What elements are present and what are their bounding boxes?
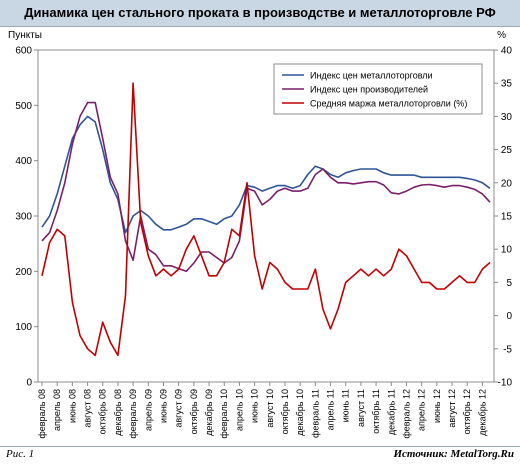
x-tick-label: октябрь 12 [462, 389, 472, 434]
legend-box [273, 63, 483, 115]
right-tick-label: -10 [498, 378, 513, 389]
x-tick-label: апрель 09 [143, 389, 153, 431]
x-tick-label: апрель 08 [52, 389, 62, 431]
x-tick-label: декабрь 11 [386, 389, 396, 435]
right-tick-label: 15 [501, 212, 513, 223]
x-tick-label: декабрь 12 [477, 389, 487, 436]
x-axis: февраль 08 апрель 08 июнь 08 август 08 октяб… [37, 382, 487, 439]
series-layer [41, 82, 491, 357]
x-tick-label: июнь 11 [341, 389, 351, 422]
left-tick-label: 600 [15, 46, 32, 57]
x-tick-label: октябрь 10 [280, 389, 290, 434]
x-tick-label: август 11 [356, 389, 366, 427]
x-tick-label: февраль 11 [310, 389, 320, 438]
left-tick-label: 200 [15, 267, 32, 278]
legend: Индекс цен металлоторговли Индекс цен про… [273, 63, 483, 115]
footer [0, 446, 520, 465]
x-tick-label: июнь 10 [250, 389, 260, 423]
left-tick-label: 400 [15, 156, 32, 167]
x-tick-label: февраль 08 [37, 389, 47, 439]
x-tick-label: апрель 10 [234, 389, 244, 431]
x-tick-label: август 08 [83, 389, 93, 428]
left-tick-label: 0 [26, 378, 32, 389]
right-tick-label: 20 [501, 178, 513, 189]
source-label: Источник: MetalTorg.Ru [393, 448, 514, 460]
right-tick-label: 40 [501, 46, 513, 57]
figure-label: Рис. 1 [6, 448, 35, 460]
right-tick-label: -5 [503, 344, 512, 355]
left-axis: 0 100 200 300 400 500 600 [15, 46, 38, 389]
x-tick-label: август 09 [174, 389, 184, 428]
x-tick-label: июнь 08 [67, 389, 77, 423]
x-tick-label: апрель 11 [326, 389, 336, 430]
left-tick-label: 500 [15, 101, 32, 112]
right-tick-label: 10 [501, 245, 513, 256]
right-tick-label: 5 [506, 278, 512, 289]
right-tick-label: 30 [501, 112, 513, 123]
x-tick-label: июнь 12 [432, 389, 442, 423]
left-axis-label: Пункты [8, 30, 42, 41]
x-tick-label: февраль 10 [219, 389, 229, 439]
x-tick-label: октябрь 09 [189, 389, 199, 434]
x-tick-label: октябрь 08 [98, 389, 108, 434]
x-tick-label: декабрь 09 [204, 389, 214, 436]
x-tick-label: август 12 [447, 389, 457, 428]
right-tick-label: 0 [506, 311, 512, 322]
right-axis: -10 -5 0 5 10 15 20 25 30 35 40 [494, 46, 512, 389]
x-tick-label: июнь 09 [158, 389, 168, 423]
x-tick-label: октябрь 11 [371, 389, 381, 434]
right-axis-label: % [497, 30, 506, 41]
x-tick-label: февраль 12 [401, 389, 411, 439]
legend-label-1: Индекс цен металлоторговли [310, 71, 433, 81]
right-tick-label: 25 [501, 145, 513, 156]
left-tick-label: 100 [15, 322, 32, 333]
legend-label-2: Индекс цен производителей [310, 85, 428, 95]
legend-label-3: Средняя маржа металлоторговли (%) [310, 99, 467, 109]
x-tick-label: декабрь 10 [295, 389, 305, 436]
x-tick-label: февраль 09 [128, 389, 138, 439]
x-tick-label: декабрь 08 [113, 389, 123, 436]
x-tick-label: апрель 12 [417, 389, 427, 431]
x-tick-label: август 10 [265, 389, 275, 428]
series-line-2 [41, 101, 491, 273]
title-bar [0, 0, 520, 27]
page-title: Динамика цен стального проката в произво… [24, 5, 496, 20]
left-tick-label: 300 [15, 212, 32, 223]
right-tick-label: 35 [501, 79, 513, 90]
series-line-3 [41, 82, 491, 357]
series-line-1 [41, 115, 491, 234]
